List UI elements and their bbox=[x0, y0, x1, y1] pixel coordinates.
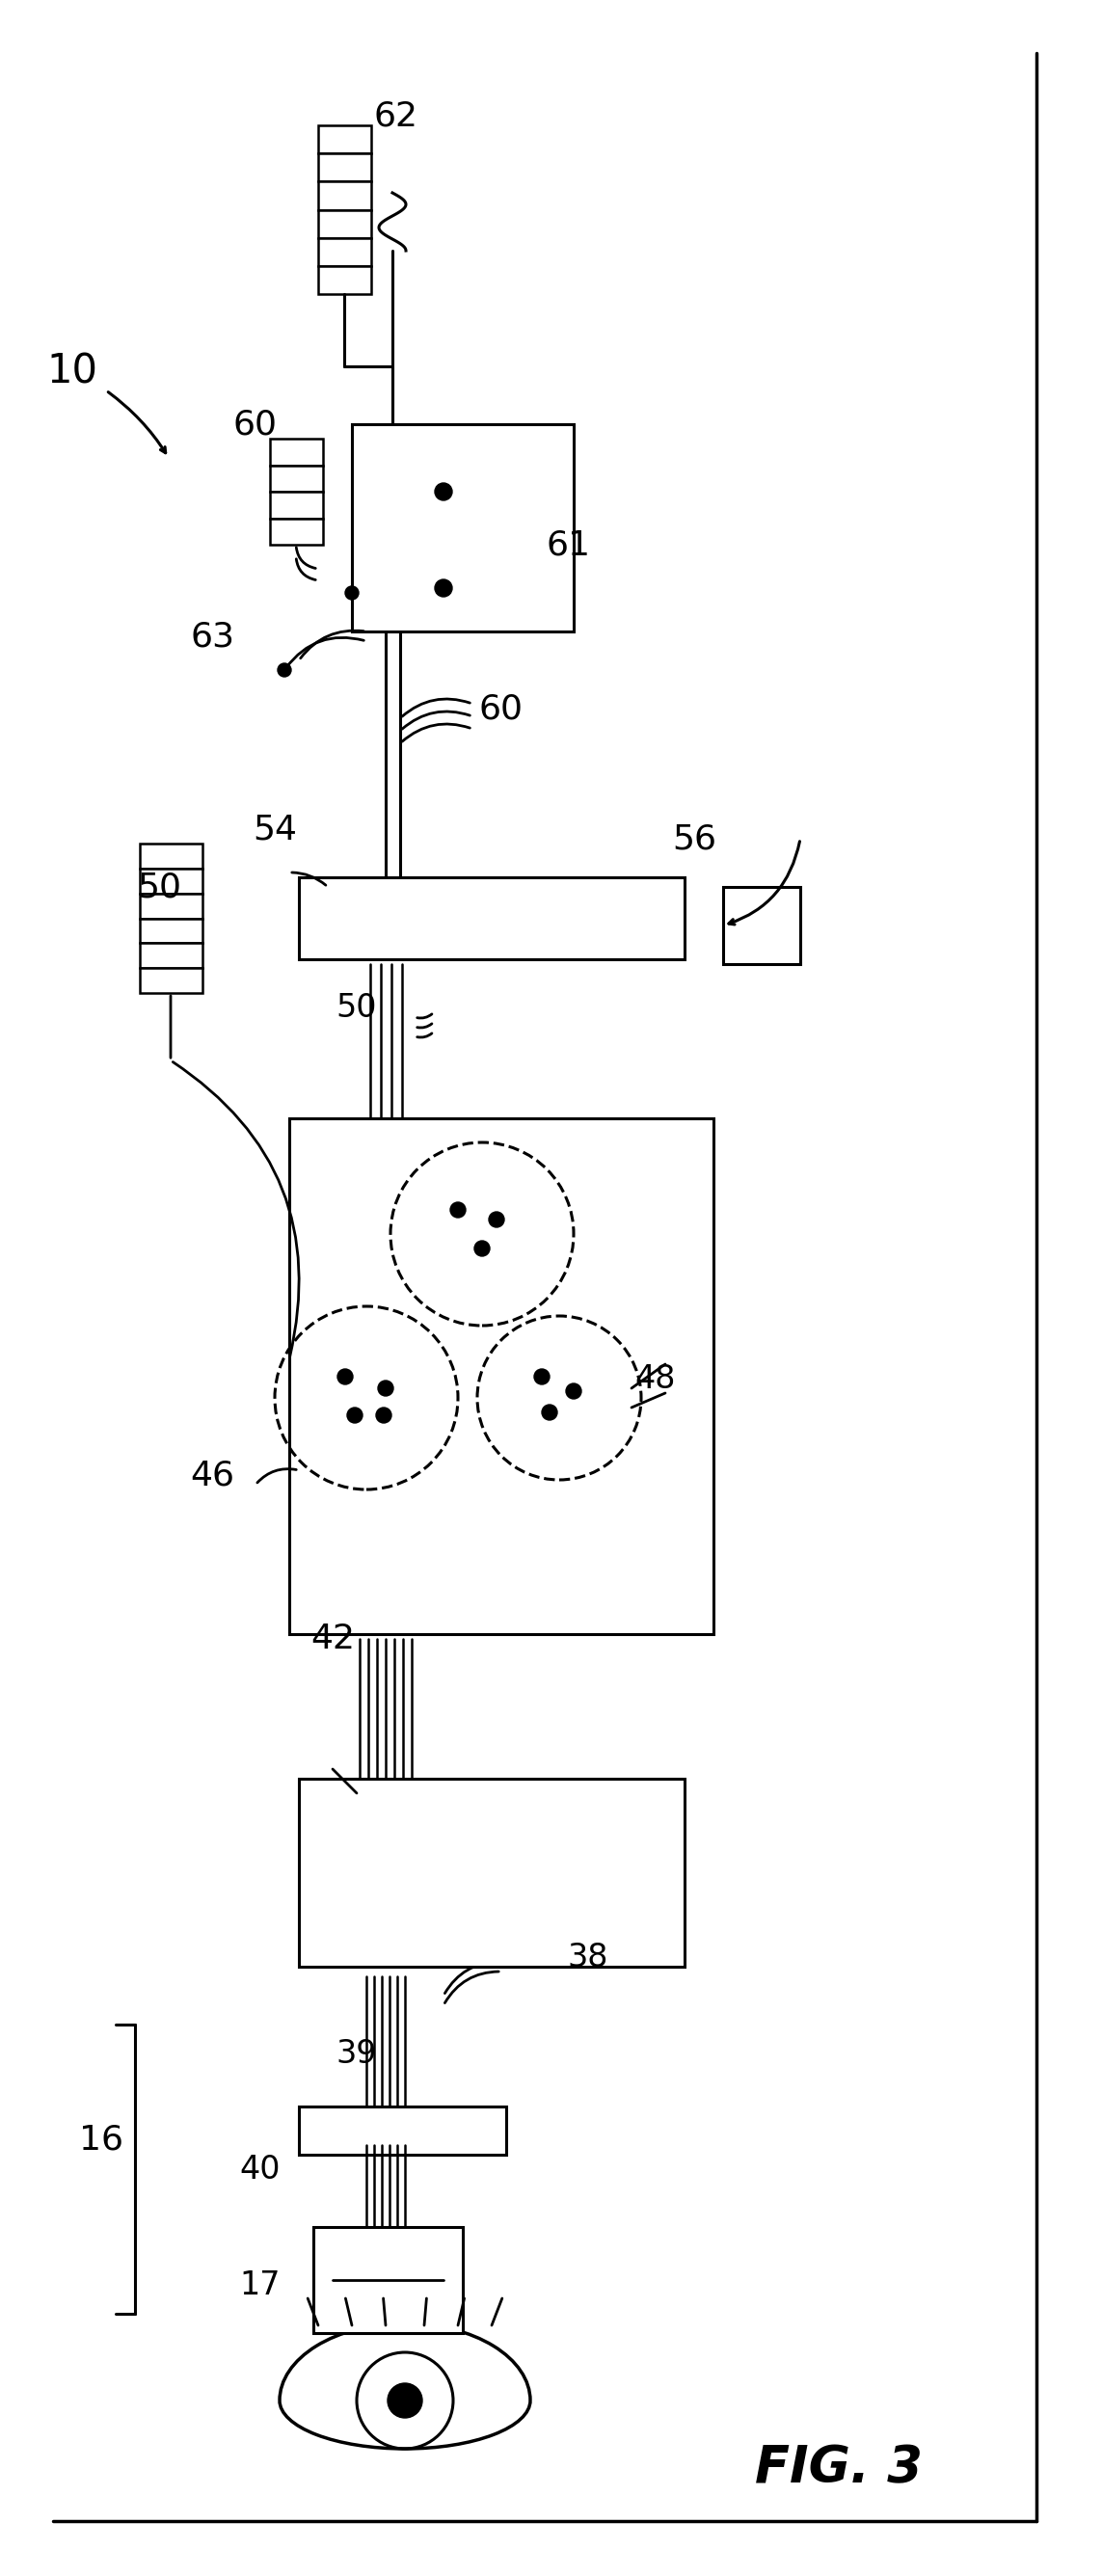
FancyArrowPatch shape bbox=[418, 1023, 432, 1028]
Bar bbox=[313, 2228, 463, 2334]
FancyArrowPatch shape bbox=[402, 711, 469, 729]
Circle shape bbox=[489, 1211, 505, 1226]
Circle shape bbox=[376, 1406, 391, 1422]
Bar bbox=[299, 2107, 506, 2154]
FancyArrowPatch shape bbox=[402, 724, 469, 742]
Circle shape bbox=[388, 2383, 422, 2419]
Text: 60: 60 bbox=[234, 407, 278, 440]
Circle shape bbox=[347, 1406, 363, 1422]
Bar bbox=[318, 155, 371, 180]
Circle shape bbox=[337, 1368, 353, 1383]
Text: 17: 17 bbox=[240, 2269, 281, 2300]
Text: 56: 56 bbox=[672, 822, 716, 855]
Bar bbox=[270, 438, 323, 466]
FancyArrowPatch shape bbox=[296, 546, 315, 569]
Bar bbox=[140, 894, 203, 917]
Text: 46: 46 bbox=[190, 1458, 235, 1492]
Text: 62: 62 bbox=[374, 100, 418, 131]
Circle shape bbox=[378, 1381, 393, 1396]
Text: 39: 39 bbox=[336, 2038, 377, 2069]
Circle shape bbox=[435, 484, 452, 500]
Bar bbox=[140, 943, 203, 969]
Text: 10: 10 bbox=[46, 350, 98, 392]
FancyArrowPatch shape bbox=[296, 559, 315, 580]
Text: 48: 48 bbox=[635, 1363, 676, 1394]
Bar bbox=[270, 518, 323, 544]
Bar bbox=[318, 265, 371, 294]
Bar bbox=[289, 1118, 713, 1633]
FancyArrowPatch shape bbox=[257, 1468, 296, 1484]
Circle shape bbox=[345, 587, 358, 600]
FancyArrowPatch shape bbox=[402, 698, 469, 716]
FancyArrowPatch shape bbox=[173, 1061, 299, 1358]
Bar bbox=[299, 878, 684, 958]
FancyArrowPatch shape bbox=[292, 873, 326, 886]
Circle shape bbox=[278, 662, 291, 677]
Bar bbox=[318, 180, 371, 209]
Text: FIG. 3: FIG. 3 bbox=[755, 2442, 922, 2494]
Circle shape bbox=[474, 1242, 489, 1257]
Bar bbox=[299, 1777, 684, 1965]
FancyArrowPatch shape bbox=[445, 1971, 499, 2004]
Circle shape bbox=[542, 1404, 558, 1419]
Text: 40: 40 bbox=[240, 2154, 281, 2184]
Bar bbox=[270, 492, 323, 518]
FancyArrowPatch shape bbox=[445, 1963, 499, 1994]
Text: 60: 60 bbox=[479, 693, 523, 724]
Circle shape bbox=[566, 1383, 582, 1399]
Bar bbox=[140, 917, 203, 943]
Bar bbox=[140, 868, 203, 894]
Circle shape bbox=[435, 580, 452, 598]
Text: 61: 61 bbox=[547, 528, 591, 562]
Circle shape bbox=[451, 1203, 466, 1218]
Bar bbox=[318, 126, 371, 155]
Text: 50: 50 bbox=[336, 992, 377, 1023]
Text: 63: 63 bbox=[190, 621, 235, 652]
Bar bbox=[140, 842, 203, 868]
FancyArrowPatch shape bbox=[301, 631, 364, 659]
Text: 38: 38 bbox=[568, 1942, 608, 1973]
FancyArrowPatch shape bbox=[418, 1015, 432, 1018]
Bar bbox=[140, 969, 203, 992]
Bar bbox=[723, 886, 800, 963]
Text: 54: 54 bbox=[252, 811, 296, 845]
FancyArrowPatch shape bbox=[287, 639, 364, 667]
Text: 42: 42 bbox=[311, 1623, 355, 1656]
Bar bbox=[318, 237, 371, 265]
Text: 50: 50 bbox=[137, 871, 181, 904]
Bar bbox=[270, 466, 323, 492]
Text: 16: 16 bbox=[79, 2123, 123, 2156]
FancyArrowPatch shape bbox=[418, 1033, 432, 1038]
Bar bbox=[318, 209, 371, 237]
Circle shape bbox=[534, 1368, 550, 1383]
Bar bbox=[352, 425, 574, 631]
